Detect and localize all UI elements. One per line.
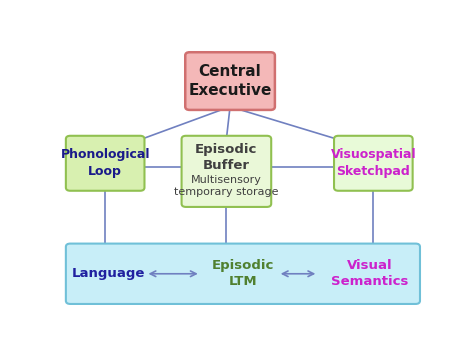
Text: Visual
Semantics: Visual Semantics — [331, 259, 408, 288]
FancyBboxPatch shape — [182, 136, 271, 207]
Text: Language: Language — [72, 267, 146, 280]
Text: Episodic
LTM: Episodic LTM — [212, 259, 274, 288]
FancyBboxPatch shape — [185, 52, 275, 110]
Text: Episodic
Buffer: Episodic Buffer — [195, 144, 257, 173]
FancyBboxPatch shape — [66, 136, 145, 191]
Text: Central
Executive: Central Executive — [188, 64, 272, 98]
Text: Visuospatial
Sketchpad: Visuospatial Sketchpad — [330, 148, 416, 178]
Text: Multisensory
temporary storage: Multisensory temporary storage — [174, 175, 279, 197]
Text: Phonological
Loop: Phonological Loop — [60, 148, 150, 178]
FancyBboxPatch shape — [66, 244, 420, 304]
FancyBboxPatch shape — [334, 136, 413, 191]
